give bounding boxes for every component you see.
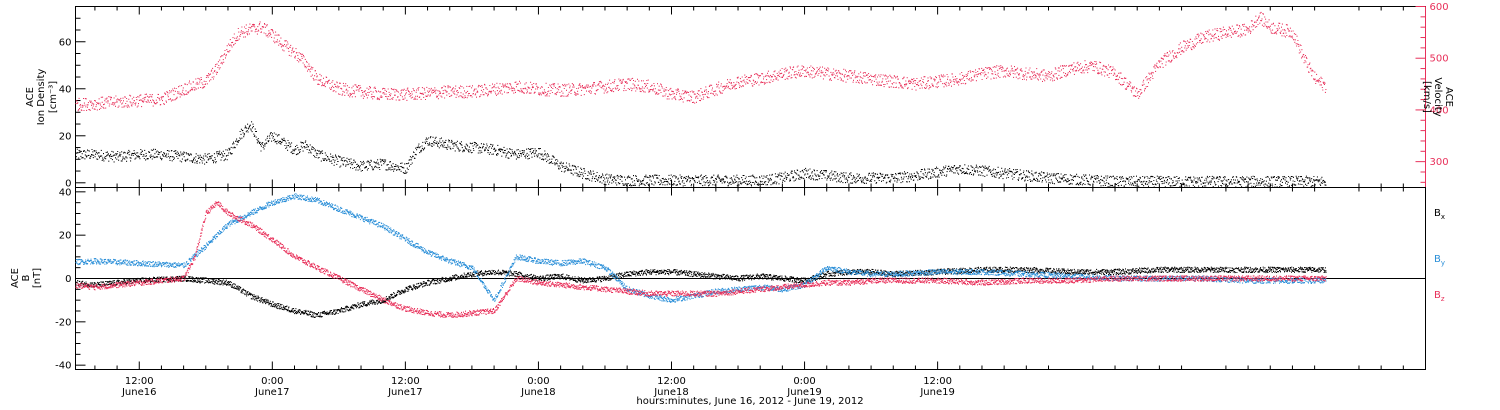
density-series	[75, 121, 1327, 188]
x-tick-time-label: 0:00	[793, 376, 815, 387]
bfield-tick-label: -20	[55, 317, 71, 328]
top-right-axis-ticks: 300 400 500 600	[1415, 2, 1449, 188]
bfield-tick-label: 20	[59, 231, 72, 242]
density-tick-label: 20	[59, 131, 72, 142]
bfield-axis-label-line1: ACE	[10, 268, 21, 288]
bfield-axis-label-line2: B	[21, 274, 32, 281]
velocity-series	[75, 11, 1327, 112]
x-tick-time-label: 12:00	[657, 376, 686, 387]
x-tick-day-label: June18	[520, 387, 556, 398]
x-tick-day-label: June19	[919, 387, 955, 398]
top-panel-frame	[75, 6, 1426, 188]
bottom-left-axis-ticks: -40 -20 0 20 40	[55, 187, 86, 372]
density-tick-label: 0	[65, 178, 71, 189]
x-axis-title: hours:minutes, June 16, 2012 - June 19, …	[636, 396, 863, 407]
legend-entry: Bz	[1434, 290, 1445, 303]
x-tick-day-label: June16	[121, 387, 157, 398]
bx-series	[75, 266, 1327, 318]
density-axis-label-line2: Ion Density	[36, 69, 47, 126]
bfield-tick-label: 40	[59, 187, 72, 198]
x-tick-time-label: 0:00	[527, 376, 549, 387]
bfield-axis-label-line3: [nT]	[32, 268, 43, 288]
bottom-plot-area	[75, 193, 1327, 318]
density-tick-label: 40	[59, 84, 72, 95]
legend-entry: Bx	[1434, 208, 1445, 221]
top-left-axis-ticks: 0 20 40 60	[59, 17, 86, 189]
density-tick-label: 60	[59, 37, 72, 48]
bfield-tick-label: -40	[55, 361, 71, 372]
velocity-axis-label-line3: [km/s]	[1421, 81, 1432, 113]
bz-points	[75, 201, 1327, 318]
density-velocity-panel: 0 20 40 60 300 400 500 600 ACE Ion Density [cm…	[25, 2, 1454, 189]
bx-points	[75, 266, 1327, 318]
density-axis-label-line1: ACE	[25, 87, 36, 107]
x-tick-day-label: June17	[254, 387, 290, 398]
x-tick-day-label: June17	[387, 387, 423, 398]
bfield-legend: Bx By Bz	[1434, 208, 1445, 303]
bottom-x-axis-ticks	[94, 187, 1404, 370]
x-tick-day-label: June19	[786, 387, 822, 398]
velocity-axis-label-line2: Velocity	[1432, 77, 1443, 116]
by-points	[75, 193, 1327, 303]
x-tick-time-label: 0:00	[261, 376, 283, 387]
x-tick-time-label: 12:00	[923, 376, 952, 387]
top-plot-area	[75, 11, 1327, 188]
velocity-tick-label: 300	[1430, 157, 1449, 168]
top-x-axis-ticks	[94, 6, 1404, 188]
bfield-tick-label: 0	[65, 274, 71, 285]
bz-series	[75, 201, 1327, 318]
density-points	[75, 121, 1327, 188]
velocity-points	[75, 11, 1327, 112]
velocity-tick-label: 600	[1430, 2, 1449, 13]
by-series	[75, 193, 1327, 303]
velocity-tick-label: 400	[1430, 105, 1449, 116]
x-tick-time-label: 12:00	[391, 376, 420, 387]
velocity-tick-label: 500	[1430, 54, 1449, 65]
x-axis-tick-labels: 12:00June160:00June1712:00June170:00June…	[121, 376, 955, 398]
legend-entry: By	[1434, 254, 1445, 267]
magnetic-field-panel: -40 -20 0 20 40 ACE B [nT] Bx By Bz	[10, 187, 1445, 372]
x-tick-day-label: June18	[653, 387, 689, 398]
density-axis-label-line3: [cm⁻³]	[48, 81, 59, 113]
velocity-axis-label-line1: ACE	[1443, 87, 1454, 107]
x-tick-time-label: 12:00	[125, 376, 154, 387]
